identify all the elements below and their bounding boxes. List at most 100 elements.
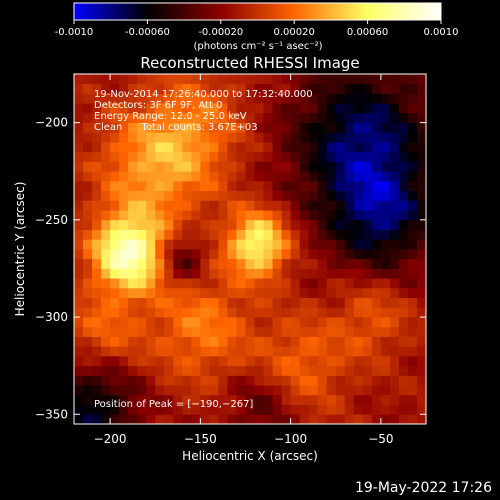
- heatmap-cell: [389, 171, 400, 182]
- heatmap-cell: [272, 239, 282, 250]
- heatmap-cell: [344, 229, 355, 240]
- heatmap-cell: [101, 190, 111, 201]
- heatmap-cell: [182, 414, 192, 425]
- heatmap-cell: [101, 268, 111, 279]
- heatmap-cell: [281, 404, 292, 415]
- heatmap-cell: [362, 346, 373, 357]
- heatmap-cell: [128, 326, 138, 337]
- heatmap-cell: [263, 112, 273, 124]
- heatmap-cell: [371, 317, 382, 328]
- heatmap-cell: [344, 239, 355, 250]
- heatmap-cell: [326, 151, 337, 162]
- heatmap-cell: [281, 287, 292, 299]
- heatmap-cell: [191, 122, 201, 133]
- heatmap-cell: [308, 219, 319, 230]
- heatmap-cell: [326, 258, 337, 269]
- heatmap-cell: [164, 83, 174, 94]
- heatmap-cell: [281, 74, 292, 85]
- heatmap-cell: [326, 161, 337, 172]
- heatmap-cell: [389, 394, 400, 405]
- heatmap-cell: [389, 103, 400, 114]
- heatmap-cell: [209, 161, 219, 172]
- heatmap-cell: [380, 385, 391, 396]
- heatmap-cell: [308, 180, 319, 192]
- heatmap-cell: [101, 180, 111, 192]
- heatmap-cell: [407, 132, 418, 143]
- heatmap-cell: [173, 414, 183, 425]
- heatmap-cell: [299, 190, 310, 201]
- heatmap-cell: [380, 74, 391, 85]
- heatmap-cell: [335, 394, 346, 405]
- heatmap-cell: [137, 258, 147, 269]
- heatmap-cell: [164, 122, 174, 133]
- heatmap-cell: [137, 297, 147, 308]
- heatmap-cell: [353, 385, 364, 396]
- heatmap-cell: [218, 219, 228, 230]
- heatmap-cell: [110, 112, 120, 124]
- heatmap-cell: [155, 375, 165, 386]
- y-tick-label: −350: [35, 407, 68, 421]
- heatmap-cell: [236, 210, 246, 221]
- heatmap-cell: [173, 83, 183, 94]
- heatmap-cell: [362, 171, 373, 182]
- heatmap-cell: [128, 74, 138, 85]
- heatmap-cell: [398, 239, 409, 250]
- heatmap-cell: [209, 385, 219, 396]
- heatmap-cell: [353, 394, 364, 405]
- heatmap-cell: [272, 307, 282, 318]
- heatmap-cell: [92, 287, 102, 299]
- heatmap-cell: [416, 200, 427, 211]
- x-axis-label: Heliocentric X (arcsec): [182, 449, 318, 463]
- heatmap-cell: [146, 326, 156, 337]
- heatmap-cell: [209, 229, 219, 240]
- heatmap-cell: [380, 190, 391, 201]
- heatmap-cell: [74, 112, 84, 124]
- heatmap-cell: [254, 355, 264, 367]
- heatmap-cell: [317, 190, 328, 201]
- heatmap-cell: [173, 317, 183, 328]
- heatmap-cell: [371, 297, 382, 308]
- heatmap-cell: [137, 365, 147, 376]
- heatmap-cell: [380, 132, 391, 143]
- heatmap-cell: [101, 103, 111, 114]
- heatmap-cell: [353, 258, 364, 269]
- heatmap-cell: [272, 404, 282, 415]
- heatmap-cell: [137, 404, 147, 415]
- heatmap-cell: [416, 210, 427, 221]
- heatmap-cell: [353, 336, 364, 347]
- heatmap-cell: [146, 200, 156, 211]
- heatmap-cell: [290, 404, 301, 415]
- heatmap-cell: [236, 414, 246, 425]
- heatmap-cell: [371, 249, 382, 260]
- heatmap-cell: [164, 268, 174, 279]
- heatmap-cell: [263, 326, 273, 337]
- heatmap-cell: [92, 83, 102, 94]
- heatmap-cell: [101, 151, 111, 162]
- heatmap-cell: [182, 161, 192, 172]
- heatmap-cell: [254, 414, 264, 425]
- heatmap-cell: [263, 258, 273, 269]
- heatmap-cell: [407, 74, 418, 85]
- heatmap-cell: [344, 219, 355, 230]
- heatmap-cell: [236, 375, 246, 386]
- heatmap-cell: [272, 190, 282, 201]
- heatmap-cell: [236, 112, 246, 124]
- heatmap-cell: [236, 394, 246, 405]
- heatmap-cell: [128, 268, 138, 279]
- heatmap-cell: [254, 122, 264, 133]
- heatmap-cell: [236, 190, 246, 201]
- heatmap-cell: [272, 83, 282, 94]
- heatmap-cell: [371, 414, 382, 425]
- heatmap-cell: [110, 151, 120, 162]
- heatmap-cell: [317, 258, 328, 269]
- heatmap-cell: [335, 404, 346, 415]
- heatmap-cell: [371, 142, 382, 153]
- heatmap-cell: [101, 287, 111, 299]
- heatmap-cell: [218, 190, 228, 201]
- heatmap-cell: [371, 93, 382, 104]
- heatmap-cell: [110, 74, 120, 85]
- heatmap-cell: [281, 355, 292, 367]
- heatmap-cell: [335, 317, 346, 328]
- heatmap-cell: [173, 122, 183, 133]
- heatmap-cell: [173, 200, 183, 211]
